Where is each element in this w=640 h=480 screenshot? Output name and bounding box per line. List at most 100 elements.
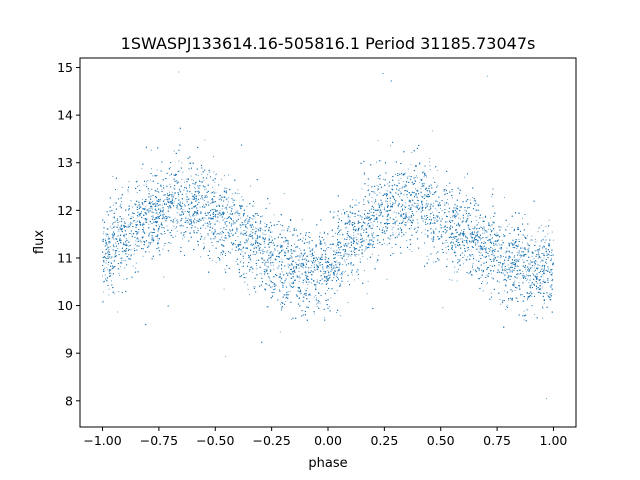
data-point: [228, 236, 230, 238]
data-point: [151, 207, 153, 209]
data-point: [269, 262, 271, 264]
data-point: [151, 208, 153, 211]
data-point: [197, 227, 199, 229]
data-point: [405, 224, 407, 226]
data-point: [169, 167, 171, 169]
data-point: [370, 211, 372, 213]
data-point: [435, 227, 437, 229]
data-point: [458, 217, 460, 219]
data-point: [130, 249, 132, 251]
data-point: [300, 249, 302, 251]
data-point: [273, 268, 275, 270]
data-point: [514, 246, 516, 249]
data-point: [212, 156, 215, 158]
data-point: [512, 269, 514, 271]
data-point: [173, 150, 175, 152]
data-point: [161, 234, 163, 236]
data-points: [102, 71, 554, 400]
data-point: [518, 252, 520, 254]
data-point: [207, 234, 209, 237]
data-point: [151, 211, 153, 213]
data-point: [289, 283, 291, 285]
data-point: [219, 209, 221, 211]
data-point: [415, 190, 417, 192]
data-point: [301, 219, 303, 221]
data-point: [373, 207, 375, 209]
data-point: [468, 249, 470, 251]
data-point: [279, 331, 281, 333]
data-point: [469, 240, 471, 242]
data-point: [482, 290, 484, 292]
data-point: [199, 232, 201, 235]
data-point: [347, 233, 349, 235]
data-point: [315, 297, 317, 299]
data-point: [161, 189, 163, 191]
data-point: [302, 256, 304, 258]
data-point: [472, 196, 474, 198]
data-point: [213, 171, 215, 173]
data-point: [226, 187, 228, 190]
data-point: [551, 272, 554, 274]
data-point: [113, 204, 115, 206]
data-point: [240, 227, 242, 229]
data-point: [309, 253, 311, 255]
data-point: [413, 205, 415, 207]
data-point: [175, 220, 177, 222]
data-point: [517, 254, 519, 257]
data-point: [433, 202, 435, 204]
data-point: [110, 272, 112, 274]
data-point: [374, 192, 376, 194]
data-point: [128, 254, 130, 256]
data-point: [225, 199, 227, 201]
data-point: [104, 238, 106, 240]
data-point: [445, 246, 447, 248]
data-point: [102, 275, 104, 277]
data-point: [507, 274, 509, 276]
data-point: [135, 262, 137, 264]
data-point: [550, 271, 552, 273]
data-point: [156, 169, 158, 171]
data-point: [339, 282, 341, 284]
data-point: [506, 247, 508, 249]
data-point: [453, 271, 455, 273]
data-point: [430, 192, 432, 194]
data-point: [415, 166, 417, 168]
data-point: [361, 188, 363, 190]
data-point: [497, 241, 499, 243]
data-point: [121, 260, 123, 262]
data-point: [377, 189, 379, 191]
data-point: [527, 278, 529, 280]
data-point: [525, 275, 527, 277]
data-point: [225, 355, 227, 358]
data-point: [536, 261, 538, 263]
data-point: [513, 276, 516, 278]
data-point: [472, 262, 474, 264]
data-point: [499, 299, 501, 301]
data-point: [245, 277, 247, 279]
data-point: [479, 254, 481, 257]
data-point: [252, 232, 254, 234]
data-point: [283, 282, 286, 284]
data-point: [371, 236, 373, 238]
data-point: [342, 209, 344, 211]
data-point: [363, 200, 365, 202]
data-point: [528, 282, 530, 284]
data-point: [289, 290, 291, 292]
data-point: [207, 223, 209, 225]
data-point: [407, 220, 409, 222]
data-point: [446, 184, 448, 187]
data-point: [254, 246, 256, 248]
data-point: [472, 264, 474, 266]
data-point: [460, 232, 462, 234]
data-point: [546, 263, 548, 265]
data-point: [178, 160, 180, 162]
data-point: [420, 196, 422, 198]
data-point: [370, 222, 372, 224]
data-point: [148, 207, 150, 210]
data-point: [383, 242, 385, 244]
data-point: [523, 319, 525, 321]
data-point: [460, 238, 462, 240]
data-point: [376, 185, 378, 187]
data-point: [426, 200, 428, 202]
data-point: [247, 237, 249, 239]
